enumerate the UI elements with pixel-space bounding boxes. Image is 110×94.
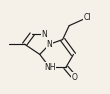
Text: N: N	[47, 40, 52, 49]
Text: Cl: Cl	[84, 13, 91, 22]
Text: N: N	[41, 30, 47, 39]
Text: O: O	[72, 73, 77, 82]
Text: NH: NH	[44, 63, 55, 72]
